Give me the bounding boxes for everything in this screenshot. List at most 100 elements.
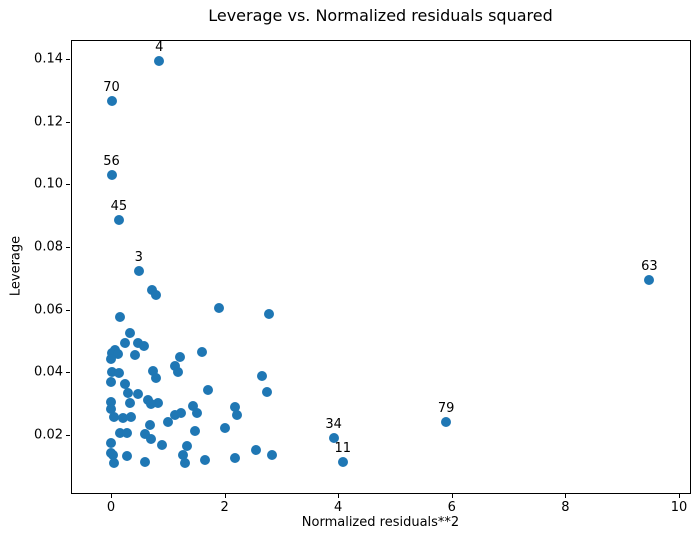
y-tick-mark [66, 121, 70, 123]
point-annotation: 63 [641, 259, 658, 275]
data-point [121, 451, 132, 462]
data-point [105, 403, 116, 414]
data-point [145, 434, 156, 445]
data-point [115, 311, 126, 322]
data-point [156, 439, 167, 450]
data-point-annotated [133, 266, 144, 277]
data-point [192, 407, 203, 418]
x-tick-label: 2 [220, 500, 229, 515]
y-tick-label: 0.12 [34, 114, 63, 129]
x-tick-label: 8 [561, 500, 570, 515]
data-point [105, 377, 116, 388]
data-point [261, 387, 272, 398]
data-point [129, 350, 140, 361]
point-annotation: 70 [103, 80, 120, 96]
data-point [162, 417, 173, 428]
data-point [117, 413, 128, 424]
data-point [124, 328, 135, 339]
data-point [109, 411, 120, 422]
data-point [181, 441, 192, 452]
data-point [263, 308, 274, 319]
data-point [105, 437, 116, 448]
data-point [123, 388, 134, 399]
data-point [115, 428, 126, 439]
data-point [213, 302, 224, 313]
data-point [124, 397, 135, 408]
data-point [196, 346, 207, 357]
data-point [107, 366, 118, 377]
data-point [106, 348, 117, 359]
x-tick-mark [678, 494, 680, 498]
x-tick-label: 6 [447, 500, 456, 515]
data-point-annotated [644, 275, 655, 286]
y-tick-mark [66, 184, 70, 186]
data-point-annotated [441, 416, 452, 427]
data-point [126, 412, 137, 423]
data-point [133, 338, 144, 349]
data-point [220, 423, 231, 434]
point-annotation: 4 [155, 40, 164, 55]
data-point [107, 450, 118, 461]
y-tick-mark [66, 435, 70, 436]
data-point [169, 360, 180, 371]
data-point [140, 456, 151, 467]
data-point [113, 349, 124, 360]
x-tick-label: 4 [334, 500, 343, 515]
data-point [145, 420, 156, 431]
point-annotation: 3 [134, 250, 143, 266]
y-tick-label: 0.02 [34, 427, 63, 443]
data-point [266, 450, 277, 461]
data-point-annotated [106, 96, 117, 107]
data-point [105, 353, 116, 364]
chart-title: Leverage vs. Normalized residuals square… [208, 6, 553, 25]
point-annotation: 11 [334, 440, 351, 456]
data-point [256, 371, 267, 382]
data-point-annotated [113, 214, 124, 225]
x-tick-mark [224, 494, 226, 498]
data-point [138, 341, 149, 352]
y-tick-label: 0.14 [34, 51, 63, 67]
data-point [113, 367, 124, 378]
data-point [175, 351, 186, 362]
point-annotation: 45 [110, 198, 128, 214]
data-point [108, 458, 119, 469]
data-point [151, 289, 162, 300]
data-point [251, 444, 262, 455]
x-tick-label: 10 [670, 500, 688, 515]
data-point [133, 389, 144, 400]
x-tick-mark [451, 494, 453, 498]
x-tick-mark [565, 494, 567, 498]
y-tick-label: 0.04 [34, 364, 63, 380]
y-tick-label: 0.10 [34, 176, 63, 192]
x-tick-label: 0 [106, 500, 116, 515]
data-point [146, 398, 157, 409]
data-point [188, 401, 199, 412]
data-point [153, 398, 164, 409]
data-point [120, 378, 131, 389]
data-point [176, 408, 187, 419]
x-tick-mark [110, 494, 112, 498]
y-tick-label: 0.06 [34, 302, 63, 318]
data-point [199, 455, 210, 466]
data-point [148, 366, 159, 377]
data-point-annotated [106, 170, 117, 181]
point-annotation: 79 [437, 400, 455, 416]
data-point [190, 425, 201, 436]
y-tick-mark [66, 246, 70, 248]
y-tick-mark [66, 58, 70, 60]
data-point [140, 428, 151, 439]
y-tick-mark [66, 372, 70, 374]
data-point [178, 449, 189, 460]
data-point [170, 409, 181, 420]
data-point-annotated [328, 432, 339, 443]
data-point [151, 372, 162, 383]
data-point [229, 452, 240, 463]
data-point-annotated [337, 456, 348, 467]
y-tick-label: 0.08 [34, 239, 63, 255]
point-annotation: 34 [325, 416, 342, 432]
data-point [173, 367, 183, 378]
data-point [122, 428, 133, 439]
data-point [179, 458, 190, 469]
data-point [105, 397, 116, 408]
